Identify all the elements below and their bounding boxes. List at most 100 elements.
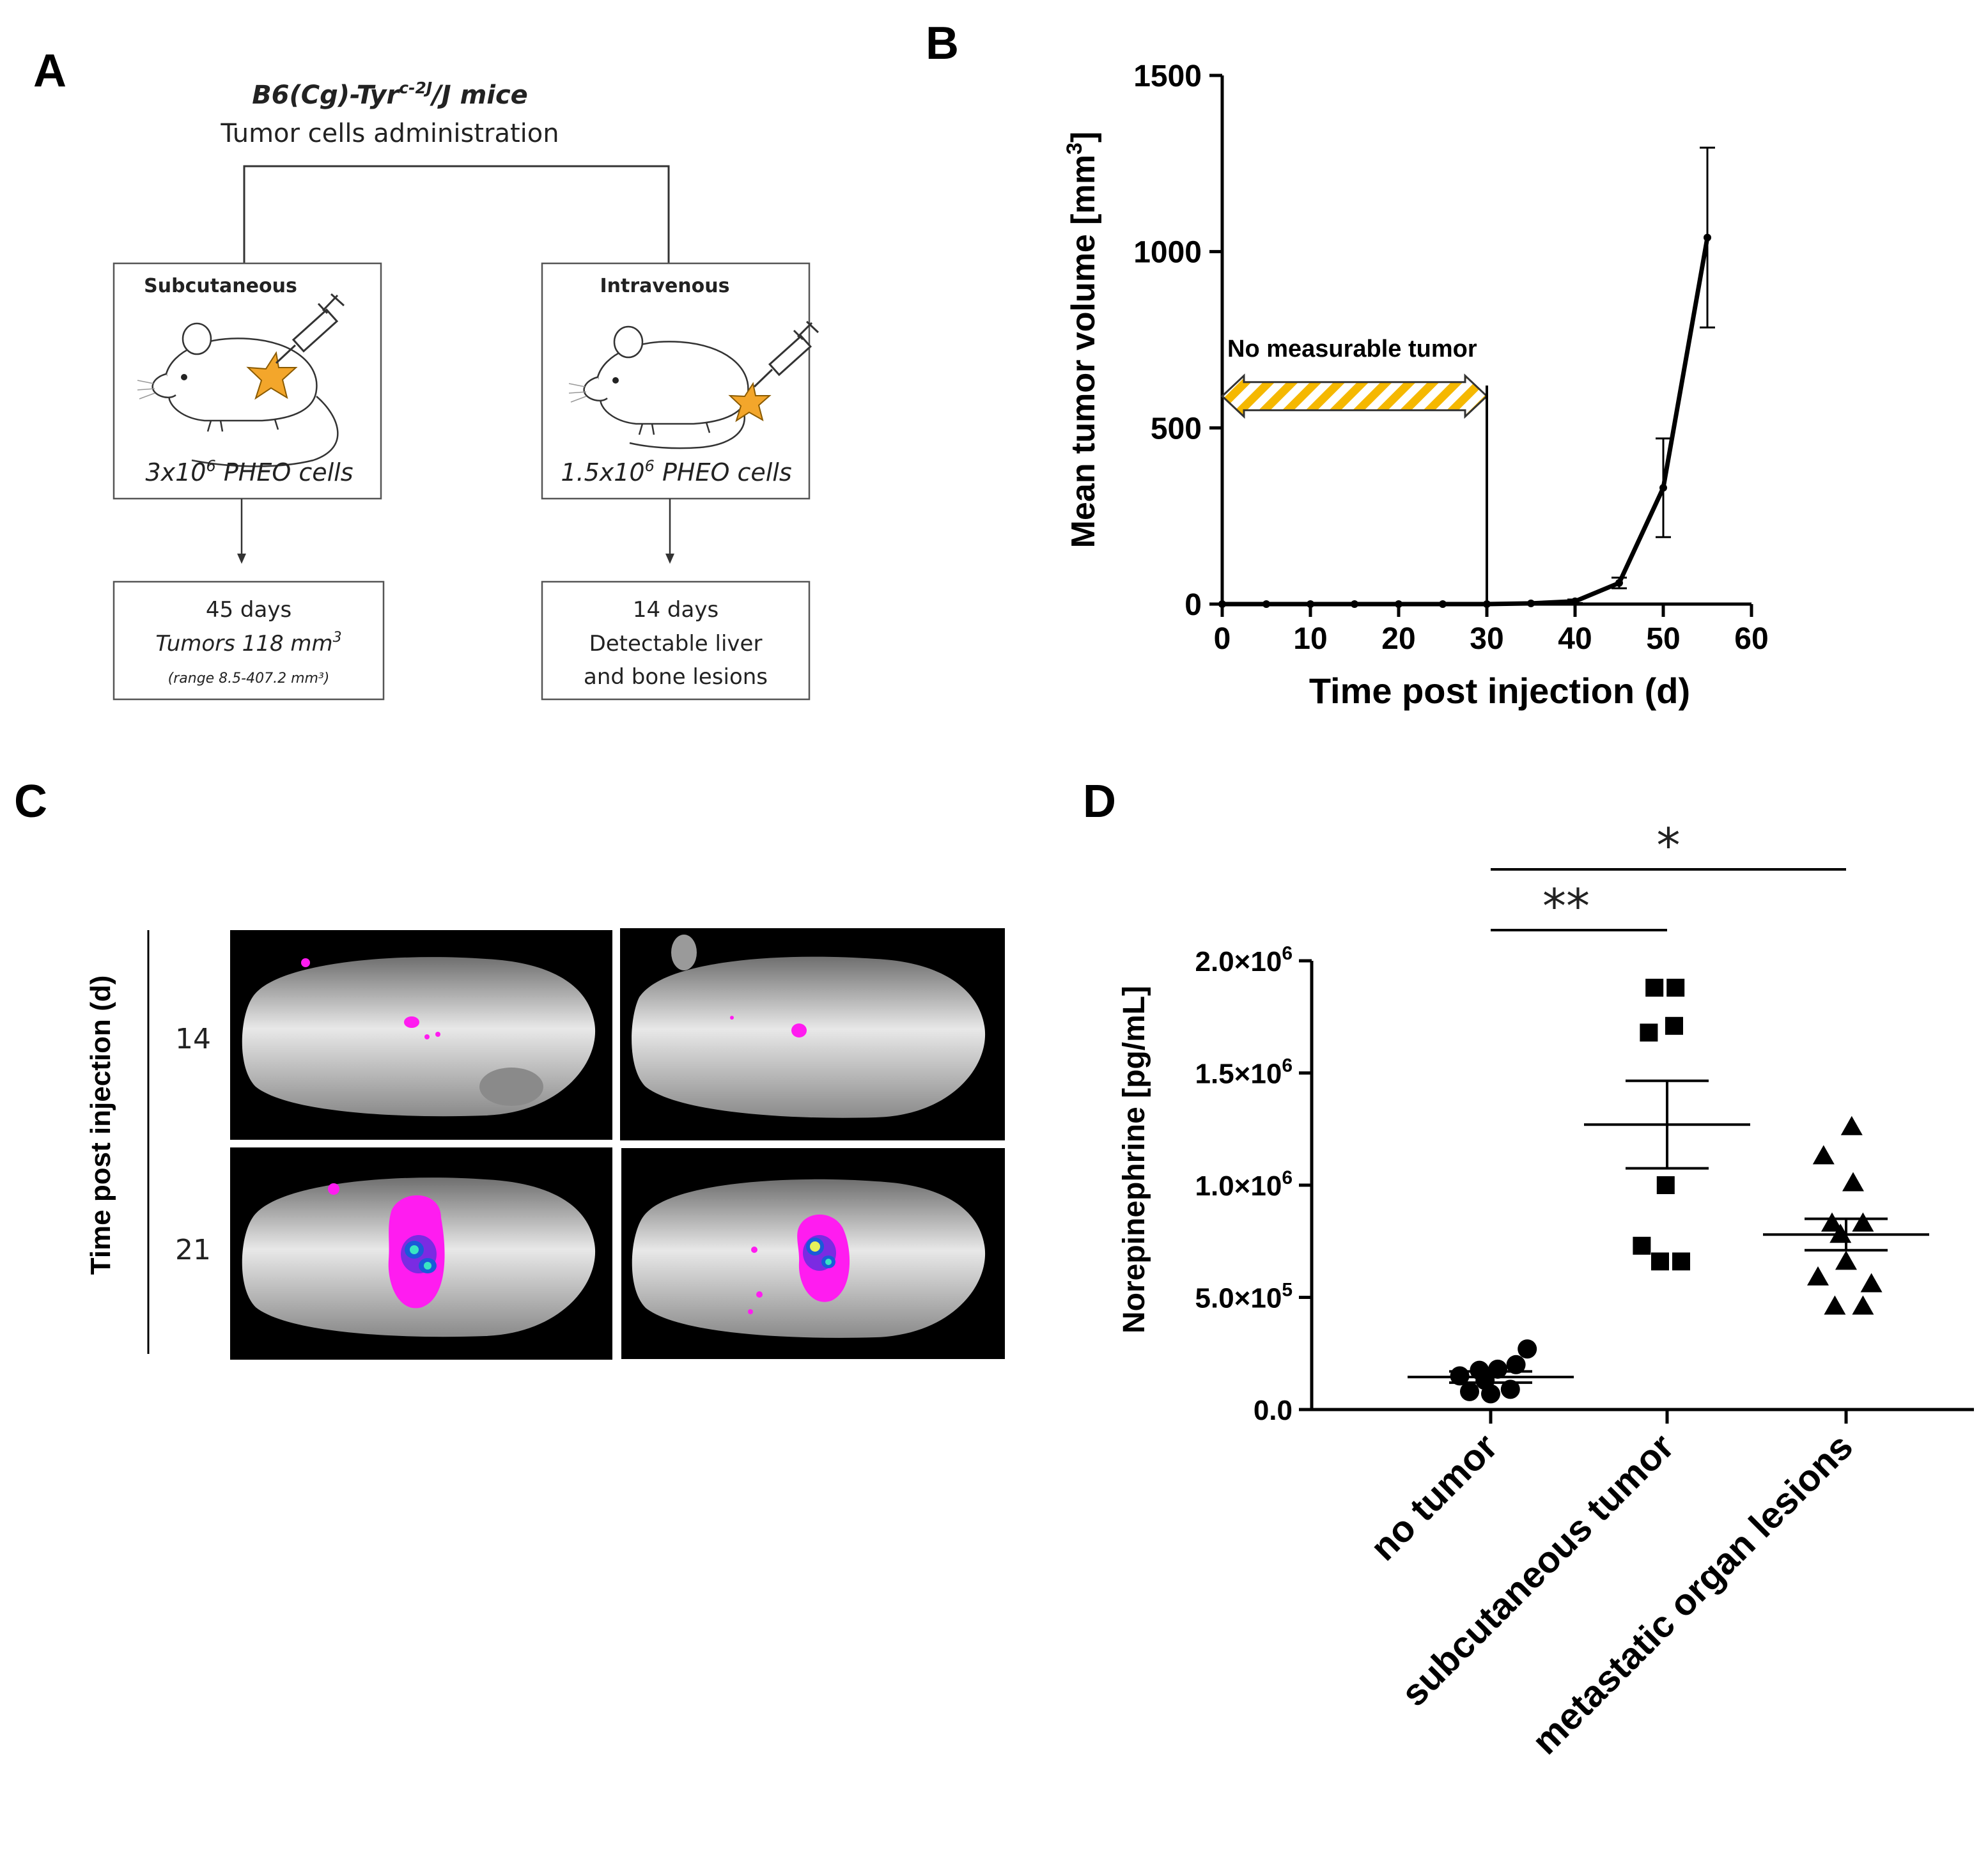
data-point-triangle <box>1812 1145 1835 1165</box>
subcutaneous-outcome-box <box>113 580 385 701</box>
panel-letter-a: A <box>33 45 66 97</box>
x-tick-label: 60 <box>1734 622 1768 656</box>
y-axis-title: Mean tumor volume [mm3] <box>1062 132 1102 548</box>
y-tick-label: 2.0×106 <box>1195 943 1293 977</box>
data-point-triangle <box>1821 1212 1843 1232</box>
data-point <box>1351 600 1358 608</box>
y-tick-label: 0.0 <box>1254 1395 1293 1426</box>
subcutaneous-dose: 3x106 PHEO cells <box>145 457 353 486</box>
category-label: metastatic organ lesions <box>1524 1426 1861 1762</box>
data-point-triangle <box>1835 1250 1857 1270</box>
mouse-strain-title: B6(Cg)-Tyrc-2J/J mice <box>252 79 528 110</box>
y-tick-label: 500 <box>1151 412 1202 446</box>
data-point <box>1262 600 1270 608</box>
arrow-right-head <box>665 554 674 564</box>
data-point <box>1218 600 1226 608</box>
data-point-triangle <box>1852 1212 1874 1232</box>
panel-b-line-chart: B 0 500 1000 1500 0 10 20 30 40 50 60 Time post inj… <box>926 18 1769 711</box>
intravenous-label: Intravenous <box>600 275 730 297</box>
data-point <box>1704 233 1711 242</box>
x-tick-label: 40 <box>1558 622 1592 656</box>
administration-subtitle: Tumor cells administration <box>220 119 559 148</box>
mouse-icon <box>568 325 749 449</box>
data-point-circle <box>1518 1339 1537 1359</box>
x-tick-label: 50 <box>1646 622 1680 656</box>
data-point-square <box>1640 1023 1658 1042</box>
panel-letter-d: D <box>1083 776 1116 827</box>
sem-error-bar <box>1626 1079 1709 1170</box>
data-point-circle <box>1506 1355 1526 1374</box>
subcutaneous-outcome-range: (range 8.5-407.2 mm³) <box>168 671 330 687</box>
sem-error-bar <box>1449 1370 1532 1384</box>
category-label: no tumor <box>1363 1426 1506 1569</box>
subcutaneous-label: Subcutaneous <box>144 275 297 297</box>
x-tick-label: 0 <box>1214 622 1231 656</box>
y-tick-label: 5.0×105 <box>1195 1280 1293 1314</box>
x-tick-label: 10 <box>1293 622 1327 656</box>
data-point <box>1307 600 1314 608</box>
data-point-square <box>1666 979 1685 997</box>
syringe-icon <box>753 320 819 388</box>
data-point <box>1659 484 1667 492</box>
intravenous-outcome-days: 14 days <box>633 597 718 623</box>
data-point-triangle <box>1860 1273 1883 1293</box>
data-point-triangle <box>1840 1115 1863 1135</box>
data-point <box>1395 600 1402 608</box>
arrow-left-head <box>237 554 246 564</box>
x-tick-label: 20 <box>1381 622 1415 656</box>
sem-error-bar <box>1805 1217 1888 1252</box>
syringe-icon <box>275 293 345 364</box>
bioluminescence-image <box>230 930 612 1140</box>
data-point-square <box>1633 1236 1651 1255</box>
y-tick-label: 1.0×106 <box>1195 1167 1293 1202</box>
data-point <box>1615 579 1623 587</box>
mouse-icon <box>137 322 339 467</box>
y-tick-label: 0 <box>1184 588 1202 622</box>
data-point-circle <box>1460 1381 1479 1401</box>
y-axis-title: Norepinephrine [pg/mL] <box>1117 986 1151 1333</box>
data-point <box>1527 599 1535 607</box>
significance-label: ** <box>1542 879 1590 934</box>
data-point-triangle <box>1807 1266 1829 1286</box>
data-point-square <box>1645 979 1664 997</box>
injection-site-star-icon <box>246 351 298 400</box>
significance-label: * <box>1657 818 1681 873</box>
bioluminescence-image <box>230 1147 612 1360</box>
data-point <box>1439 600 1447 608</box>
y-tick-label: 1500 <box>1133 59 1202 93</box>
panel-letter-b: B <box>926 18 959 69</box>
data-point-circle <box>1488 1359 1507 1379</box>
annotation-label: No measurable tumor <box>1227 336 1477 362</box>
intravenous-outcome-box <box>541 580 811 701</box>
data-point-square <box>1651 1252 1669 1271</box>
injection-site-star-icon <box>728 382 772 423</box>
panel-a-diagram: A B6(Cg)-Tyrc-2J/J mice Tumor cells admi… <box>33 45 819 701</box>
y-tick-label: 1.5×106 <box>1195 1055 1293 1090</box>
branch-connector <box>243 165 670 263</box>
y-tick-label: 1000 <box>1133 236 1202 270</box>
imaging-ylabel: Time post injection (d) <box>85 975 116 1275</box>
panel-d-scatter-chart: D 0.0 5.0×105 1.0×106 1.5×106 2.0×106 Norepin… <box>1083 776 1974 1762</box>
data-point-triangle <box>1852 1295 1874 1315</box>
data-point-square <box>1656 1176 1675 1194</box>
bioluminescence-image <box>621 1148 1005 1359</box>
subcutaneous-outcome-days: 45 days <box>206 597 291 623</box>
x-axis-title: Time post injection (d) <box>1309 671 1690 711</box>
imaging-row-label: 14 <box>175 1023 211 1055</box>
data-point-circle <box>1500 1379 1520 1399</box>
no-tumor-range-arrow <box>1220 373 1489 419</box>
data-point-triangle <box>1824 1295 1846 1315</box>
intravenous-dose: 1.5x106 PHEO cells <box>561 457 791 486</box>
x-tick-label: 30 <box>1470 622 1503 656</box>
bioluminescence-image <box>620 928 1005 1140</box>
imaging-row-label: 21 <box>175 1234 211 1266</box>
data-point-square <box>1672 1252 1690 1271</box>
tumor-volume-line <box>1222 237 1710 607</box>
subcutaneous-outcome-volume: Tumors 118 mm3 <box>155 630 341 657</box>
panel-c-imaging: C Time post injection (d) 14 21 <box>14 776 1005 1360</box>
data-point <box>1483 600 1491 608</box>
panel-letter-c: C <box>14 776 47 827</box>
data-point-square <box>1665 1016 1683 1035</box>
data-point <box>1571 597 1579 605</box>
